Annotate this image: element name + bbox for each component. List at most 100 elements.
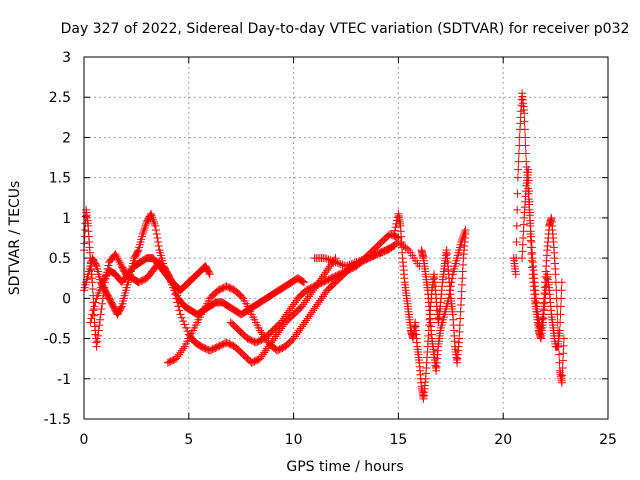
data-point-plus xyxy=(89,306,98,315)
data-point-plus xyxy=(257,328,266,337)
data-point-plus xyxy=(369,251,378,260)
data-point-plus xyxy=(261,346,270,355)
x-tick-label: 15 xyxy=(389,432,407,448)
data-point-plus xyxy=(514,165,523,174)
data-point-plus xyxy=(141,221,150,230)
data-point-plus xyxy=(292,330,301,339)
tick-layer: 0 5 10 15 20 25 -1.5 -1 -0.5 0 0.5 1 1.5 2 2.5 3 xyxy=(44,50,617,448)
x-tick-label: 0 xyxy=(80,432,89,448)
data-point-plus xyxy=(297,302,306,311)
data-point-plus xyxy=(303,314,312,323)
data-point-plus xyxy=(378,248,387,257)
data-point-plus xyxy=(513,205,522,214)
data-point-plus xyxy=(180,320,189,329)
data-point-plus xyxy=(152,229,161,238)
data-point-plus xyxy=(455,321,464,330)
data-point-plus xyxy=(97,305,106,314)
data-point-plus xyxy=(368,252,377,261)
data-point-plus xyxy=(116,260,125,269)
data-point-plus xyxy=(364,253,373,262)
data-point-plus xyxy=(98,299,107,308)
data-point-plus xyxy=(147,211,156,220)
data-point-plus xyxy=(357,256,366,265)
data-point-plus xyxy=(138,229,147,238)
data-point-plus xyxy=(342,262,350,271)
data-point-plus xyxy=(306,310,315,319)
y-tick-label: 1.5 xyxy=(49,171,71,187)
data-point-plus xyxy=(91,298,100,307)
y-tick-label: 0.5 xyxy=(49,251,71,267)
data-point-plus xyxy=(457,238,466,247)
data-point-plus xyxy=(324,255,333,264)
data-point-plus xyxy=(296,324,305,333)
data-point-plus xyxy=(558,364,567,373)
data-point-plus xyxy=(524,165,533,174)
data-point-plus xyxy=(310,304,319,313)
data-point-plus xyxy=(309,306,318,315)
data-point-plus xyxy=(139,227,148,236)
data-point-plus xyxy=(320,290,329,299)
series-H xyxy=(417,225,470,375)
data-point-plus xyxy=(461,225,470,234)
data-point-plus xyxy=(302,316,311,325)
data-point-plus xyxy=(133,247,142,256)
data-point-plus xyxy=(558,356,567,365)
data-point-plus xyxy=(256,326,265,335)
data-point-plus xyxy=(343,261,352,270)
x-tick-label: 10 xyxy=(285,432,303,448)
data-point-plus xyxy=(551,270,560,279)
data-point-plus xyxy=(91,260,100,269)
data-point-plus xyxy=(446,282,455,291)
data-point-plus xyxy=(514,157,523,166)
data-point-plus xyxy=(558,371,567,380)
data-point-plus xyxy=(444,294,453,303)
data-point-plus xyxy=(459,231,468,240)
plot-frame xyxy=(83,56,609,420)
data-point-plus xyxy=(514,149,523,158)
data-point-plus xyxy=(96,310,105,319)
y-tick-label: 3 xyxy=(62,50,71,66)
y-tick-label: -1.5 xyxy=(44,412,71,428)
data-point-plus xyxy=(81,212,90,221)
data-point-plus xyxy=(333,258,342,267)
data-point-plus xyxy=(172,354,181,363)
data-point-plus xyxy=(525,197,534,206)
data-point-plus xyxy=(455,327,464,336)
data-point-plus xyxy=(300,318,309,327)
data-point-plus xyxy=(512,221,521,230)
data-point-plus xyxy=(527,243,536,252)
data-point-plus xyxy=(286,304,295,313)
data-point-plus xyxy=(446,286,455,295)
data-point-plus xyxy=(182,323,191,332)
data-point-plus xyxy=(88,278,97,287)
data-point-plus xyxy=(331,258,340,267)
data-point-plus xyxy=(447,278,456,287)
data-point-plus xyxy=(86,318,95,327)
data-point-plus xyxy=(92,342,101,351)
data-point-plus xyxy=(320,270,329,279)
data-point-plus xyxy=(557,378,566,387)
data-point-plus xyxy=(458,267,467,276)
chart-title: Day 327 of 2022, Sidereal Day-to-day VTE… xyxy=(61,21,630,37)
data-point-plus xyxy=(324,264,333,273)
data-point-plus xyxy=(555,358,564,367)
data-point-plus xyxy=(559,349,568,358)
data-point-plus xyxy=(457,294,466,303)
data-point-plus xyxy=(362,254,371,263)
data-point-plus xyxy=(373,250,382,259)
data-point-plus xyxy=(391,223,400,232)
data-point-plus xyxy=(307,308,316,317)
data-point-plus xyxy=(293,328,302,337)
data-point-plus xyxy=(513,189,522,198)
data-point-plus xyxy=(115,258,124,267)
data-point-plus xyxy=(112,252,121,261)
data-point-plus xyxy=(321,268,330,277)
data-point-plus xyxy=(149,215,158,224)
data-point-plus xyxy=(114,256,123,265)
data-point-plus xyxy=(175,350,184,359)
data-point-plus xyxy=(299,320,308,329)
data-point-plus xyxy=(237,292,246,301)
data-point-plus xyxy=(285,306,294,315)
data-point-plus xyxy=(87,314,96,323)
data-point-plus xyxy=(456,301,465,310)
